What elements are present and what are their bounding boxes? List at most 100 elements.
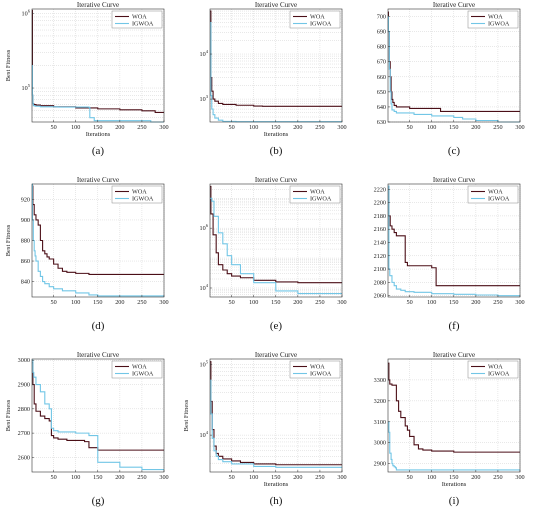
x-tick-label: 250 (493, 299, 502, 306)
chart-title: Iterative Curve (433, 176, 475, 184)
y-tick-label: 2080 (374, 279, 386, 286)
y-axis-label: Best Fitness (5, 224, 12, 256)
grid (210, 184, 343, 297)
x-tick-label: 150 (449, 299, 458, 306)
y-tick-label: 3000 (18, 357, 30, 364)
legend-label-igwoa: IGWOA (132, 196, 154, 203)
x-tick-label: 100 (71, 474, 80, 481)
legend-label-igwoa: IGWOA (310, 371, 332, 378)
y-tick-label: 2120 (374, 253, 386, 260)
y-tick-label: 105 (200, 360, 209, 369)
y-tick-label: 860 (21, 258, 30, 265)
x-tick-label: 250 (493, 474, 502, 481)
x-tick-label: 100 (427, 474, 436, 481)
x-tick-label: 50 (51, 124, 57, 131)
chart-title: Iterative Curve (77, 351, 119, 359)
series-line-woa (388, 362, 520, 453)
y-tick-label: 680 (377, 44, 386, 51)
y-tick-label: 2100 (374, 266, 386, 273)
y-tick-label: 103 (200, 94, 209, 103)
panel-caption: (b) (270, 145, 283, 157)
x-tick-label: 250 (315, 299, 324, 306)
y-tick-label: 3000 (374, 440, 386, 447)
legend-label-woa: WOA (488, 14, 503, 21)
panel-caption: (e) (270, 320, 283, 332)
x-tick-label: 150 (93, 299, 102, 306)
legend-label-igwoa: IGWOA (488, 196, 510, 203)
x-tick-label: 50 (51, 474, 57, 481)
legend-label-igwoa: IGWOA (488, 371, 510, 378)
chart-title: Iterative Curve (255, 351, 297, 359)
y-tick-label: 670 (377, 59, 386, 66)
y-tick-label: 840 (21, 279, 30, 286)
y-tick-label: 2200 (374, 200, 386, 207)
x-axis-label: Iterations (264, 481, 289, 488)
series-line-woa (210, 185, 342, 284)
series-line-igwoa (210, 22, 342, 123)
chart-i: 50 100 150 200 250 300 2900 3000 3100 3200 3300 Ite… (374, 351, 525, 507)
y-axis-label: Best Fitness (5, 399, 12, 431)
series-line-igwoa (210, 379, 342, 468)
series-line-igwoa (32, 359, 164, 471)
y-tick-label: 3200 (374, 398, 386, 405)
legend-label-woa: WOA (488, 364, 503, 371)
x-tick-label: 300 (159, 474, 168, 481)
series-line-woa (388, 185, 520, 287)
x-tick-label: 200 (471, 299, 480, 306)
x-tick-label: 300 (515, 124, 524, 131)
x-tick-label: 150 (271, 124, 280, 131)
legend-label-igwoa: IGWOA (132, 21, 154, 28)
legend-label-woa: WOA (310, 364, 325, 371)
y-tick-label: 2140 (374, 239, 386, 246)
grid (388, 184, 521, 297)
x-tick-label: 300 (159, 124, 168, 131)
legend-label-woa: WOA (310, 189, 325, 196)
x-tick-label: 100 (249, 124, 258, 131)
panel-caption: (d) (92, 320, 105, 332)
x-tick-label: 200 (293, 124, 302, 131)
x-axis-label: Iterations (264, 131, 289, 138)
x-axis-label: Iterations (86, 131, 111, 138)
x-tick-label: 150 (93, 124, 102, 131)
x-tick-label: 150 (93, 474, 102, 481)
legend-label-igwoa: IGWOA (488, 21, 510, 28)
y-tick-label: 106 (22, 9, 31, 18)
y-tick-label: 2160 (374, 226, 386, 233)
legend-label-woa: WOA (132, 14, 147, 21)
y-tick-label: 2900 (18, 382, 30, 389)
y-tick-label: 630 (377, 119, 386, 126)
y-tick-label: 2220 (374, 186, 386, 193)
x-tick-label: 50 (229, 299, 235, 306)
x-tick-label: 300 (337, 299, 346, 306)
x-tick-label: 50 (407, 474, 413, 481)
y-tick-label: 3100 (374, 419, 386, 426)
x-tick-label: 200 (293, 299, 302, 306)
y-tick-label: 690 (377, 29, 386, 36)
series-line-igwoa (387, 15, 520, 123)
legend-label-igwoa: IGWOA (310, 21, 332, 28)
panel-caption: (c) (448, 145, 461, 157)
y-tick-label: 660 (377, 74, 386, 81)
chart-title: Iterative Curve (433, 351, 475, 359)
series-line-igwoa (388, 185, 520, 297)
x-tick-label: 300 (515, 474, 524, 481)
y-tick-label: 2900 (374, 461, 386, 468)
chart-d: 50 100 150 200 250 300 840 860 880 900 920 Iterativ… (5, 176, 169, 332)
y-tick-label: 900 (21, 217, 30, 224)
x-tick-label: 250 (493, 124, 502, 131)
y-axis-label: Best Fitness (5, 49, 12, 81)
series-line-woa (210, 10, 342, 107)
x-tick-label: 250 (137, 124, 146, 131)
x-tick-label: 50 (229, 124, 235, 131)
y-tick-label: 104 (200, 430, 209, 439)
y-tick-label: 880 (21, 238, 30, 245)
x-tick-label: 200 (293, 474, 302, 481)
